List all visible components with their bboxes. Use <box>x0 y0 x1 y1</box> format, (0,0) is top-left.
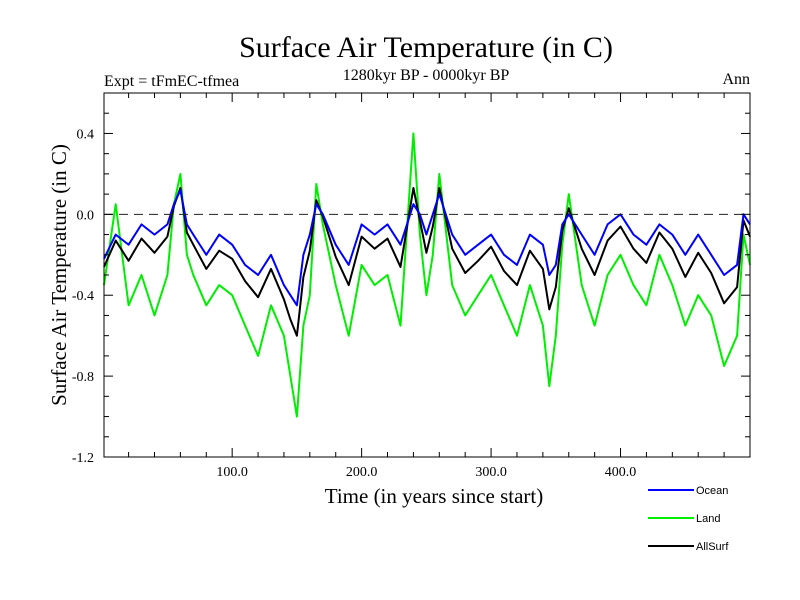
series-line-allsurf <box>103 187 751 337</box>
y-tick-label: -1.2 <box>72 451 94 466</box>
legend-label-ocean: Ocean <box>696 485 728 497</box>
experiment-label: Expt = tFmEC-tfmea <box>104 73 239 90</box>
y-tick-label: -0.8 <box>72 370 94 385</box>
x-axis-label: Time (in years since start) <box>325 484 544 508</box>
season-label: Ann <box>722 71 750 88</box>
legend-label-allsurf: AllSurf <box>696 541 729 553</box>
x-tick-label: 100.0 <box>216 465 248 480</box>
y-tick-label: 0.0 <box>77 208 95 223</box>
y-tick-label: -0.4 <box>72 289 94 304</box>
y-tick-label: 0.4 <box>77 127 95 142</box>
series-layer <box>103 132 751 418</box>
x-tick-label: 400.0 <box>605 465 637 480</box>
time-range-label: 1280kyr BP - 0000kyr BP <box>343 67 510 84</box>
legend: Ocean Land AllSurf <box>648 485 729 553</box>
x-tick-label: 300.0 <box>475 465 507 480</box>
y-axis-label: Surface Air Temperature (in C) <box>47 144 71 406</box>
chart-title: Surface Air Temperature (in C) <box>239 31 613 64</box>
legend-label-land: Land <box>696 513 720 525</box>
tick-layer: 100.0 200.0 300.0 400.0 0.4 0.0 -0.4 -0.8 -1.2 <box>72 92 750 480</box>
plot-frame <box>103 92 751 458</box>
series-line-land <box>103 132 751 418</box>
x-tick-label: 200.0 <box>346 465 378 480</box>
